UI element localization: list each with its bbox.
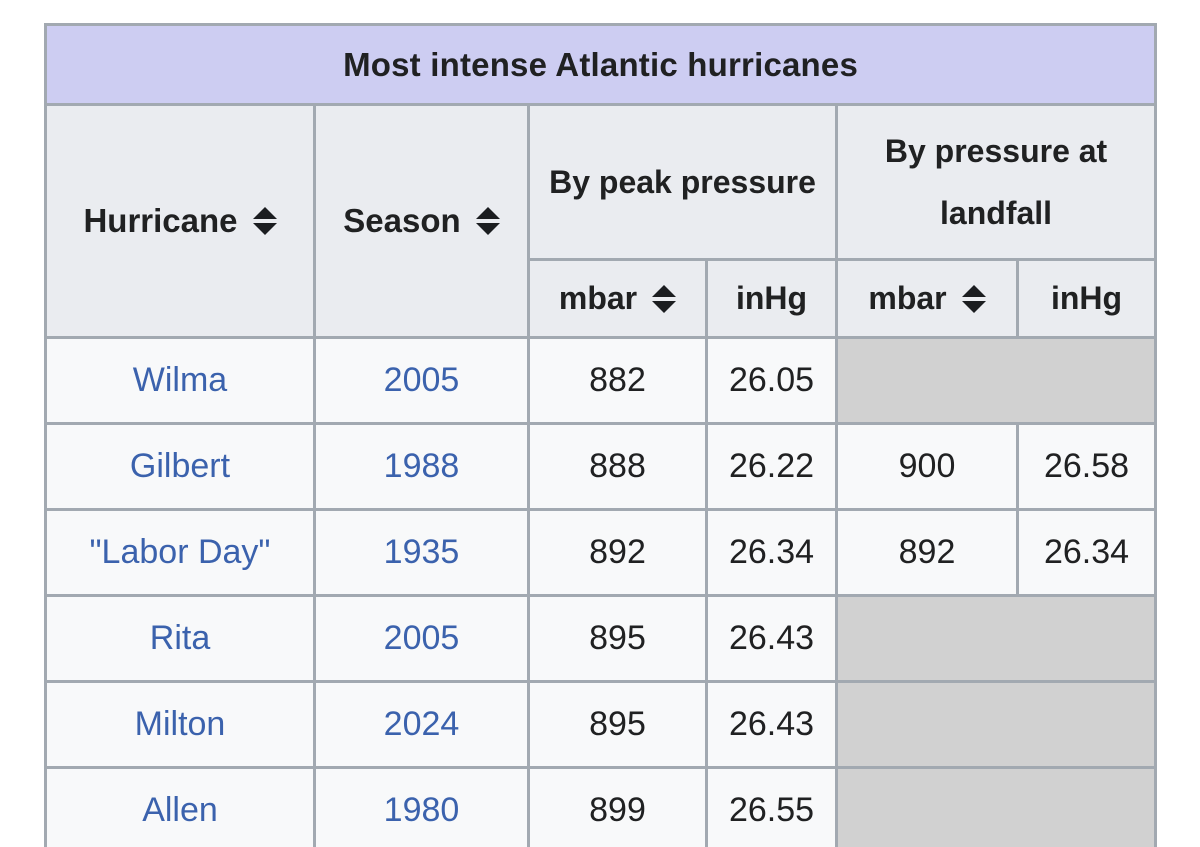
landfall-inhg-cell: 26.34 [1015,508,1158,597]
header-row-units: mbar inHg mbar inHg [46,258,1158,339]
table-row-wilma: Wilma 2005 882 26.05 [44,336,1158,425]
peak-inhg-cell: 26.43 [705,680,838,769]
peak-inhg-cell: 26.55 [705,766,838,847]
column-header-landfall-mbar-label: mbar [868,280,947,316]
season-cell: 2005 [313,594,530,683]
table-row-labor-day: "Labor Day" 1935 892 26.34 892 26.34 [44,508,1158,597]
most-intense-hurricanes-table: Most intense Atlantic hurricanes Hurrica… [43,23,1158,847]
hurricane-link[interactable]: Wilma [132,361,228,399]
table-title-row: Most intense Atlantic hurricanes [43,23,1158,106]
season-link[interactable]: 2005 [383,361,460,399]
landfall-empty-cell [834,594,1158,683]
hurricane-link[interactable]: Rita [149,619,211,657]
peak-mbar-cell: 899 [527,766,708,847]
season-cell: 1935 [313,508,530,597]
header-row-groups: Hurricane Season By peak pressure By pre… [44,103,1158,339]
hurricane-link[interactable]: Gilbert [129,447,231,485]
peak-mbar-cell: 888 [527,422,708,511]
column-group-by-pressure-at-landfall: By pressure at landfall [834,103,1158,261]
hurricane-link[interactable]: Milton [134,705,226,743]
season-link[interactable]: 1988 [383,447,460,485]
hurricane-cell: Milton [44,680,316,769]
table-row-milton: Milton 2024 895 26.43 [44,680,1158,769]
season-cell: 1988 [313,422,530,511]
column-header-season-label: Season [343,202,461,239]
hurricane-cell: Rita [44,594,316,683]
peak-mbar-cell: 895 [527,594,708,683]
column-header-peak-mbar-label: mbar [558,280,638,316]
season-link[interactable]: 1980 [383,791,460,829]
column-header-hurricane[interactable]: Hurricane [44,103,316,339]
peak-mbar-cell: 892 [527,508,708,597]
table-title: Most intense Atlantic hurricanes [43,23,1158,106]
sort-icon [961,284,986,313]
hurricane-cell: "Labor Day" [44,508,316,597]
peak-inhg-cell: 26.34 [705,508,838,597]
season-cell: 1980 [313,766,530,847]
peak-mbar-cell: 895 [527,680,708,769]
hurricane-cell: Gilbert [44,422,316,511]
landfall-empty-cell [834,336,1158,425]
season-cell: 2024 [313,680,530,769]
sort-icon [475,207,500,236]
hurricane-link[interactable]: "Labor Day" [89,533,271,571]
table-row-allen: Allen 1980 899 26.55 [44,766,1158,847]
column-header-peak-inhg: inHg [705,258,838,339]
landfall-empty-cell [834,680,1158,769]
landfall-inhg-cell: 26.58 [1015,422,1158,511]
table-row-rita: Rita 2005 895 26.43 [44,594,1158,683]
peak-inhg-cell: 26.43 [705,594,838,683]
hurricane-cell: Wilma [44,336,316,425]
season-link[interactable]: 2024 [383,705,460,743]
season-link[interactable]: 1935 [383,533,460,571]
table-row-gilbert: Gilbert 1988 888 26.22 900 26.58 [44,422,1158,511]
sort-icon [252,207,277,236]
column-header-landfall-mbar[interactable]: mbar [835,258,1019,339]
peak-inhg-cell: 26.05 [705,336,838,425]
column-header-peak-mbar[interactable]: mbar [527,258,708,339]
peak-mbar-cell: 882 [527,336,708,425]
landfall-mbar-cell: 892 [835,508,1019,597]
column-header-landfall-inhg: inHg [1015,258,1158,339]
column-header-season[interactable]: Season [313,103,530,339]
sort-icon [652,284,677,313]
season-cell: 2005 [313,336,530,425]
hurricane-link[interactable]: Allen [142,791,218,829]
landfall-empty-cell [834,766,1158,847]
season-link[interactable]: 2005 [383,619,460,657]
hurricane-cell: Allen [44,766,316,847]
column-header-hurricane-label: Hurricane [83,202,238,239]
landfall-mbar-cell: 900 [835,422,1019,511]
peak-inhg-cell: 26.22 [705,422,838,511]
column-group-by-peak-pressure: By peak pressure [527,103,838,261]
